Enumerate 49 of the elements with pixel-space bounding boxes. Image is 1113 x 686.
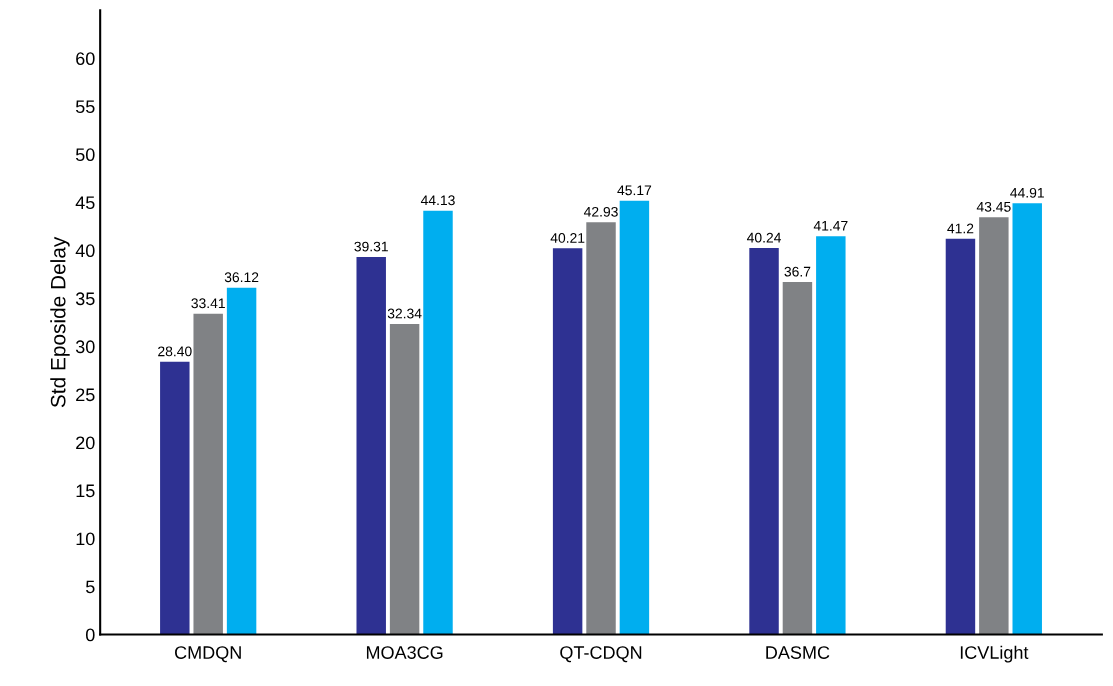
y-tick-label: 25 — [76, 388, 95, 402]
data-label: 42.93 — [583, 206, 618, 217]
data-label: 36.7 — [784, 266, 811, 277]
y-tick-label: 10 — [76, 532, 95, 546]
bar — [979, 217, 1009, 635]
data-label: 45.17 — [617, 185, 652, 196]
data-label: 33.41 — [191, 298, 225, 309]
data-label: 40.21 — [550, 233, 585, 243]
data-label: 39.31 — [354, 241, 388, 252]
bar — [816, 236, 846, 635]
bar — [389, 323, 420, 635]
data-label: 44.91 — [1010, 187, 1044, 198]
y-tick-label: 30 — [75, 340, 95, 354]
data-label: 44.13 — [420, 195, 455, 206]
y-axis-title: Std Eposide Delay — [50, 236, 70, 408]
y-tick-label: 40 — [75, 244, 95, 258]
bar — [226, 287, 257, 635]
bar — [356, 257, 386, 635]
y-tick-label: 35 — [75, 292, 95, 306]
data-label: 36.12 — [224, 272, 259, 283]
y-tick-label: 55 — [75, 100, 95, 114]
data-label: 40.24 — [746, 232, 782, 243]
data-label: 28.40 — [158, 346, 192, 357]
x-tick-label: QT-CDQN — [560, 646, 642, 663]
bar — [423, 210, 453, 635]
bar — [552, 248, 583, 635]
y-tick-label: 5 — [85, 580, 95, 594]
y-tick-label: 15 — [76, 484, 95, 498]
data-label: 41.2 — [947, 223, 974, 234]
data-label: 41.47 — [813, 221, 848, 231]
data-label: 32.34 — [387, 308, 422, 319]
y-tick-label: 50 — [75, 148, 95, 162]
bar — [193, 313, 223, 635]
x-tick-label: MOA3CG — [366, 646, 443, 659]
bar — [619, 200, 650, 635]
y-tick-label: 0 — [85, 628, 95, 642]
bar — [586, 222, 616, 635]
y-tick-label: 20 — [76, 436, 95, 450]
y-tick-label: 60 — [76, 52, 95, 66]
bar — [749, 248, 779, 635]
x-tick-label: DASMC — [766, 646, 830, 659]
bar — [1012, 203, 1042, 635]
data-label: 43.45 — [976, 201, 1011, 212]
bar — [945, 238, 976, 635]
x-tick-label: CMDQN — [175, 646, 241, 663]
x-tick-label: ICVLight — [960, 645, 1029, 663]
bar — [160, 361, 190, 635]
y-tick-label: 45 — [75, 196, 95, 210]
bar — [782, 282, 813, 635]
